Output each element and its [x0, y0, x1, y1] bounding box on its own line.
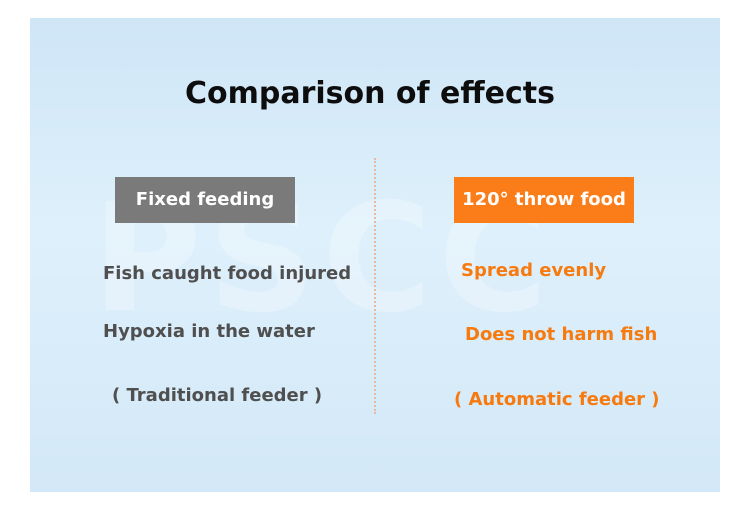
traditional-feeder-caption: ( Traditional feeder ) — [112, 385, 323, 406]
throw-food-badge: 120° throw food — [454, 177, 634, 223]
fixed-feeding-badge: Fixed feeding — [115, 177, 295, 223]
page-title: Comparison of effects — [184, 76, 556, 111]
left-point-1: Fish caught food injured — [103, 263, 352, 284]
column-divider — [374, 158, 376, 414]
left-point-2: Hypoxia in the water — [103, 321, 315, 342]
right-point-1: Spread evenly — [461, 260, 607, 281]
automatic-feeder-caption: ( Automatic feeder ) — [454, 389, 660, 410]
right-point-2: Does not harm fish — [465, 324, 658, 345]
